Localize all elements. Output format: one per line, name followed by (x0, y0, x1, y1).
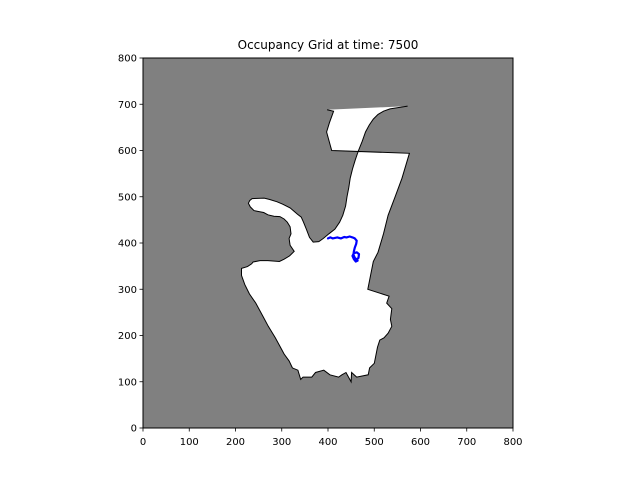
y-tick-label: 400 (118, 239, 137, 250)
x-tick-label: 800 (503, 437, 522, 448)
y-tick-label: 800 (118, 54, 137, 65)
x-tick-label: 0 (140, 437, 146, 448)
y-axis: 0 100 200 300 400 500 600 700 800 (118, 54, 143, 435)
x-tick-label: 100 (180, 437, 199, 448)
y-tick-label: 600 (118, 146, 137, 157)
y-tick-label: 0 (131, 424, 137, 435)
x-tick-label: 400 (318, 437, 337, 448)
chart-title: Occupancy Grid at time: 7500 (238, 38, 419, 52)
y-tick-label: 700 (118, 100, 137, 111)
x-tick-label: 200 (226, 437, 245, 448)
y-tick-label: 200 (118, 331, 137, 342)
free-space-region (241, 106, 410, 382)
robot-path (326, 235, 361, 263)
x-tick-label: 500 (365, 437, 384, 448)
x-tick-label: 600 (411, 437, 430, 448)
y-tick-label: 100 (118, 377, 137, 388)
x-tick-label: 700 (457, 437, 476, 448)
y-tick-label: 500 (118, 192, 137, 203)
y-tick-label: 300 (118, 285, 137, 296)
x-axis: 0 100 200 300 400 500 600 700 800 (140, 428, 523, 448)
x-tick-label: 300 (272, 437, 291, 448)
occupied-boundary (241, 105, 411, 384)
